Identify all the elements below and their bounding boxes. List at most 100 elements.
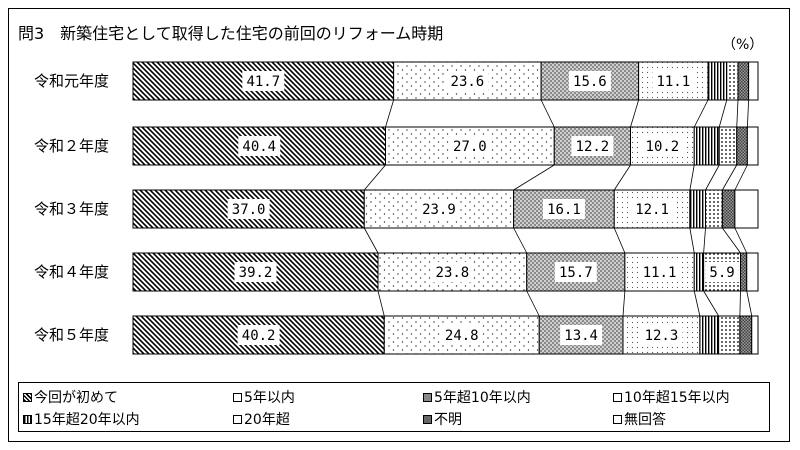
legend-swatch (233, 392, 242, 402)
legend-item: 15年超20年以内 (23, 409, 140, 429)
data-label-background (638, 262, 681, 282)
bar-segment (718, 315, 741, 355)
data-label-background (571, 136, 614, 156)
category-label: 令和４年度 (34, 263, 109, 281)
data-label-background (568, 71, 611, 91)
data-label: 15.6 (573, 74, 607, 90)
category-label: 令和２年度 (34, 137, 109, 155)
data-label-background (234, 262, 277, 282)
connector-line (734, 227, 748, 254)
data-label: 12.1 (635, 202, 669, 218)
bar-segment (718, 126, 738, 166)
legend-label: 20年超 (244, 412, 290, 428)
bar-segment (132, 189, 365, 229)
figure-frame (8, 8, 790, 442)
connector-line (693, 99, 709, 128)
category-label: 令和５年度 (34, 326, 109, 344)
data-label-background (542, 199, 585, 219)
data-label-background (641, 136, 684, 156)
category-label: 令和３年度 (34, 200, 109, 218)
data-label: 12.2 (576, 139, 610, 155)
legend-swatch (613, 414, 622, 424)
data-label-background (238, 136, 281, 156)
data-label: 12.3 (645, 328, 679, 344)
data-label: 16.1 (547, 202, 581, 218)
connector-line (630, 99, 640, 128)
legend-label: 無回答 (624, 412, 666, 428)
legend-swatch (613, 392, 622, 402)
bar-segment (699, 315, 720, 355)
connector-line (746, 99, 750, 128)
data-label: 40.4 (242, 139, 276, 155)
chart-title: 問3 新築住宅として取得した住宅の前回のリフォーム時期 (18, 24, 444, 43)
legend-item: 不明 (423, 409, 462, 429)
bar-segment (693, 252, 705, 292)
legend-item: 20年超 (233, 409, 290, 429)
legend-swatch (23, 414, 32, 424)
connector-line (689, 227, 695, 254)
connector-line (513, 227, 528, 254)
legend-item: 5年以内 (233, 387, 295, 407)
legend: 今回が初めて 5年以内 5年超10年以内 10年超15年以内 15年超20年以内 20年超… (18, 382, 770, 432)
data-label: 41.7 (246, 74, 280, 90)
connector-line (746, 290, 753, 317)
bar-segment (726, 61, 739, 101)
connector-line (622, 290, 626, 317)
bar-segment (734, 189, 759, 229)
legend-swatch (423, 392, 432, 402)
data-label-background (237, 325, 280, 345)
data-label-background (242, 71, 285, 91)
data-label: 5.9 (709, 265, 734, 281)
bar-segment (737, 61, 750, 101)
data-label: 23.9 (422, 202, 456, 218)
data-label-background (431, 262, 474, 282)
data-label: 27.0 (453, 139, 487, 155)
data-label: 11.1 (643, 265, 677, 281)
data-label-background (560, 325, 603, 345)
category-label: 令和元年度 (34, 72, 109, 90)
legend-label: 10年超15年以内 (624, 390, 730, 406)
data-label-background (652, 71, 695, 91)
connector-line (722, 164, 738, 191)
legend-label: 今回が初めて (34, 390, 118, 406)
connector-line (703, 290, 719, 317)
data-label-background (448, 136, 491, 156)
legend-label: 5年以内 (244, 390, 295, 406)
connector-line (363, 164, 386, 191)
connector-line (513, 164, 555, 191)
data-label: 39.2 (239, 265, 273, 281)
connector-line (613, 227, 626, 254)
data-label-background (640, 325, 683, 345)
connector-line (693, 290, 701, 317)
legend-swatch (23, 392, 32, 402)
data-label: 23.6 (451, 74, 485, 90)
data-label: 40.2 (242, 328, 276, 344)
unit-label: （%） (722, 37, 764, 53)
data-label: 24.8 (445, 328, 479, 344)
bar-segment (739, 315, 753, 355)
data-label-background (554, 262, 597, 282)
legend-swatch (423, 414, 432, 424)
bar-segment (751, 315, 759, 355)
legend-item: 5年超10年以内 (423, 387, 531, 407)
bar-segment (748, 61, 759, 101)
connector-line (722, 227, 741, 254)
legend-item: 今回が初めて (23, 387, 118, 407)
connector-line (385, 99, 395, 128)
bar-segment (689, 189, 706, 229)
connector-line (526, 290, 540, 317)
data-label: 13.4 (564, 328, 598, 344)
data-label: 37.0 (232, 202, 266, 218)
legend-item: 10年超15年以内 (613, 387, 730, 407)
data-label: 15.7 (559, 265, 593, 281)
bar-segment (721, 189, 736, 229)
connector-line (718, 99, 728, 128)
data-label-background (705, 262, 739, 282)
connector-line (703, 227, 706, 254)
data-label-background (227, 199, 270, 219)
data-label: 10.2 (646, 139, 680, 155)
connector-line (736, 99, 739, 128)
bar-segment (740, 252, 748, 292)
legend-item: 無回答 (613, 409, 666, 429)
